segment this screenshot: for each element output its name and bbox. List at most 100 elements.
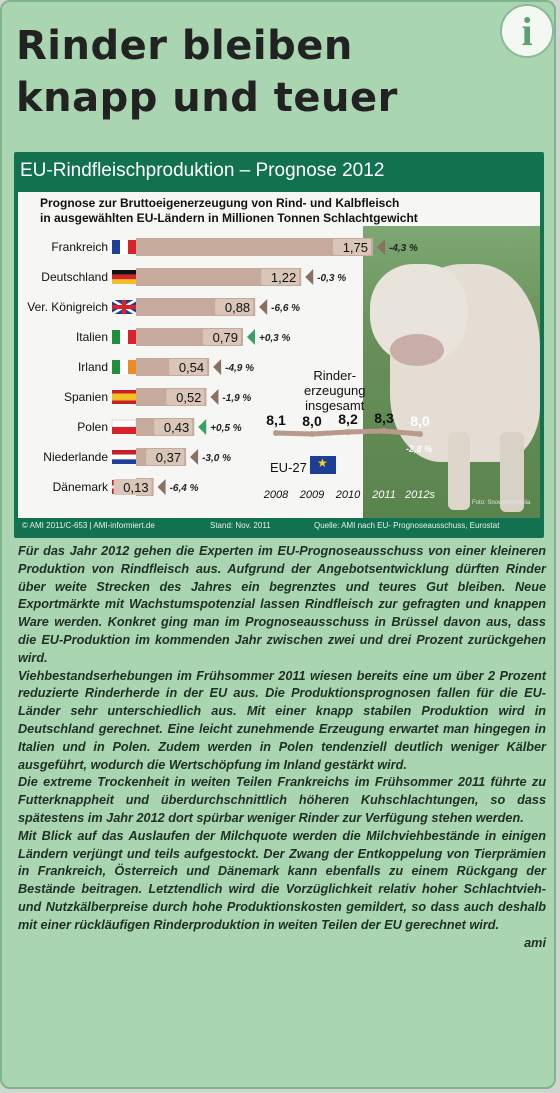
total-production-value-label: 8,3 bbox=[374, 410, 394, 426]
change-down-arrow-icon bbox=[210, 389, 219, 405]
flag-stripe bbox=[112, 279, 136, 284]
infographic-copyright: © AMI 2011/C-653 | AMI-informiert.de bbox=[22, 521, 155, 530]
change-down-arrow-icon bbox=[259, 299, 268, 315]
article-paragraph: Viehbestandserhebungen im Frühsommer 201… bbox=[18, 668, 546, 772]
chart-svg: Frankreich 1,75 -4,3 % Deutschland 1,22 -0,3 … bbox=[27, 238, 435, 501]
article-paragraph: Mit Blick auf das Auslaufen der Milchquo… bbox=[18, 828, 546, 953]
article-paragraph-text: Mit Blick auf das Auslaufen der Milchquo… bbox=[18, 828, 546, 932]
chart-subtitle-line-1: Prognose zur Bruttoeigenerzeugung von Ri… bbox=[40, 196, 400, 210]
flag-stripe bbox=[128, 240, 136, 254]
bar-category-label: Niederlande bbox=[43, 450, 108, 464]
photo-credit: Foto: Snowshill/fotolia bbox=[472, 500, 531, 506]
total-production-value-label: 8,1 bbox=[266, 412, 286, 428]
total-production-label-line-2: erzeugung bbox=[304, 383, 366, 398]
bar-value-box bbox=[215, 299, 254, 315]
bar-change-label: +0,5 % bbox=[210, 423, 242, 434]
article-body: Für das Jahr 2012 gehen die Experten im … bbox=[18, 543, 546, 952]
bar-value-box bbox=[333, 239, 371, 255]
flag-ireland-icon bbox=[112, 360, 120, 374]
flag-stripe bbox=[120, 360, 128, 374]
flag-stripe bbox=[112, 459, 136, 464]
flag-spain-icon bbox=[112, 390, 136, 394]
total-production-point bbox=[309, 431, 315, 437]
flag-stripe bbox=[120, 330, 128, 344]
total-production-label: Rinder- erzeugung insgesamt bbox=[304, 368, 365, 413]
bar-category-label: Polen bbox=[77, 420, 108, 434]
bar-value-box bbox=[202, 329, 241, 345]
flag-poland-icon bbox=[111, 419, 137, 428]
bar-value-label: 0,43 bbox=[164, 420, 189, 435]
year-tick-label: 2008 bbox=[263, 489, 289, 501]
total-production-value-label: 8,0 bbox=[302, 413, 322, 429]
bar-change-label: -4,9 % bbox=[225, 363, 254, 374]
total-production-label-line-3: insgesamt bbox=[305, 398, 365, 413]
bar-category-label: Frankreich bbox=[51, 240, 108, 254]
bar-value-label: 0,52 bbox=[176, 390, 201, 405]
flag-stripe bbox=[112, 400, 136, 404]
bar-value-box bbox=[113, 479, 152, 495]
bar-change-label: -3,0 % bbox=[202, 453, 231, 464]
bar bbox=[136, 268, 302, 286]
headline-line-2: knapp und teuer bbox=[16, 75, 398, 121]
bar-value-box bbox=[166, 389, 205, 405]
total-production-label-line-1: Rinder- bbox=[313, 368, 357, 383]
change-down-arrow-icon bbox=[157, 479, 166, 495]
flag-stripe bbox=[128, 330, 136, 344]
eu-flag-icon bbox=[310, 456, 336, 474]
bar-change-label: -6,4 % bbox=[170, 483, 199, 494]
flag-stripe bbox=[120, 240, 128, 254]
flag-stripe bbox=[112, 305, 136, 309]
bar-category-label: Spanien bbox=[64, 390, 108, 404]
bar-category-label: Italien bbox=[76, 330, 108, 344]
flag-germany-icon bbox=[112, 270, 136, 275]
total-production-point bbox=[381, 428, 387, 434]
bar-change-label: -6,6 % bbox=[271, 303, 300, 314]
change-up-arrow-icon bbox=[198, 419, 207, 435]
bar-value-box bbox=[154, 419, 193, 435]
year-tick-label: 2012s bbox=[404, 489, 435, 501]
bull-nose bbox=[390, 334, 444, 366]
chart-subtitle-line-2: in ausgewählten EU-Ländern in Millionen … bbox=[40, 211, 418, 225]
article-paragraph: Die extreme Trockenheit in weiten Teilen… bbox=[18, 775, 546, 825]
eu-27-label: EU-27 bbox=[270, 460, 307, 475]
bar-category-label: Irland bbox=[78, 360, 108, 374]
bar bbox=[136, 238, 373, 256]
flag-stripe bbox=[112, 274, 136, 280]
article-paragraph: Für das Jahr 2012 gehen die Experten im … bbox=[18, 544, 546, 665]
chart-subtitle: Prognose zur Bruttoeigenerzeugung von Ri… bbox=[40, 196, 418, 226]
bar-value-box bbox=[169, 359, 208, 375]
flag-stripe bbox=[128, 360, 136, 374]
total-production-change-label: -2,8 % bbox=[406, 444, 432, 454]
bar-change-label: -4,3 % bbox=[389, 243, 418, 254]
article-signoff: ami bbox=[524, 935, 546, 950]
bar-value-label: 0,79 bbox=[213, 330, 238, 345]
bar-change-label: -1,9 % bbox=[222, 393, 251, 404]
bar-change-label: -0,3 % bbox=[317, 273, 346, 284]
year-tick-label: 2009 bbox=[299, 489, 324, 501]
info-icon: i bbox=[500, 4, 554, 58]
change-down-arrow-icon bbox=[377, 239, 385, 255]
bar-category-label: Dänemark bbox=[53, 480, 109, 494]
change-up-arrow-icon bbox=[246, 329, 255, 345]
total-production-value-label: 8,2 bbox=[338, 411, 358, 427]
total-production-point bbox=[417, 431, 423, 437]
infographic-source: Quelle: AMI nach EU- Prognoseausschuss, … bbox=[314, 521, 500, 530]
bar-value-label: 0,13 bbox=[123, 480, 148, 495]
flag-france-icon bbox=[112, 240, 120, 254]
headline: Rinder bleiben knapp und teuer bbox=[16, 20, 398, 124]
bar-value-label: 0,54 bbox=[179, 360, 204, 375]
bar-value-box bbox=[261, 269, 300, 285]
year-tick-label: 2011 bbox=[371, 489, 396, 501]
change-down-arrow-icon bbox=[190, 449, 199, 465]
bull-leg bbox=[500, 432, 524, 512]
bar-value-label: 0,88 bbox=[225, 300, 250, 315]
bar-value-label: 1,22 bbox=[271, 270, 296, 285]
bar-category-label: Ver. Königreich bbox=[27, 300, 108, 314]
flag-stripe bbox=[112, 454, 136, 460]
infographic: EU-Rindfleischproduktion – Prognose 2012… bbox=[14, 152, 544, 538]
change-down-arrow-icon bbox=[305, 269, 314, 285]
chart-panel: Foto: Snowshill/fotolia Prognose zur Bru… bbox=[18, 192, 540, 518]
headline-line-1: Rinder bleiben bbox=[16, 23, 353, 69]
bar-value-box bbox=[146, 449, 185, 465]
year-tick-label: 2010 bbox=[335, 489, 361, 501]
